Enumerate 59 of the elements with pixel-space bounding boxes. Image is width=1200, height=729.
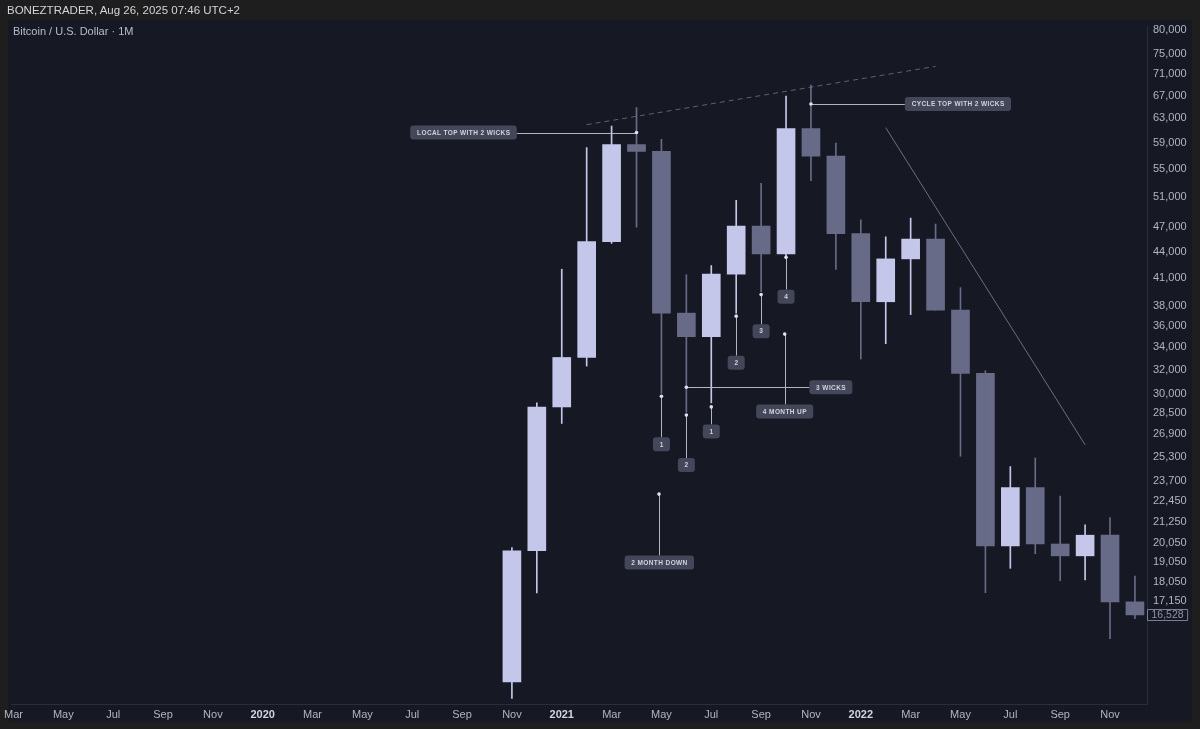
x-tick-label: May <box>351 707 374 720</box>
text: BONEZTRADER, Aug 26, 2025 07:46 UTC+2 <box>7 3 240 17</box>
y-tick-label: 28,500 <box>1153 405 1187 418</box>
y-tick-label: 21,250 <box>1153 514 1187 527</box>
x-tick-label: Mar <box>901 707 921 720</box>
y-tick-label: 23,700 <box>1153 474 1187 487</box>
y-tick-label: 34,000 <box>1153 340 1187 353</box>
candlestick <box>577 147 596 367</box>
x-tick-label: Sep <box>452 707 472 720</box>
x-tick-label: 2022 <box>848 707 874 720</box>
y-tick-label: 32,000 <box>1153 362 1187 375</box>
y-tick-label: 26,900 <box>1153 427 1187 440</box>
y-tick-label: 36,000 <box>1153 319 1187 332</box>
y-tick-label: 41,000 <box>1153 270 1187 283</box>
y-tick-label: 25,300 <box>1153 449 1187 462</box>
y-tick-label: 59,000 <box>1153 135 1187 148</box>
x-tick-label: Mar <box>4 707 24 720</box>
x-tick-label: Nov <box>502 707 523 720</box>
candlestick <box>1025 457 1045 555</box>
y-tick-label: 75,000 <box>1153 46 1187 59</box>
x-tick-label: Nov <box>801 707 822 720</box>
y-tick-label: 80,000 <box>1153 22 1187 35</box>
x-tick-label: Sep <box>751 707 771 720</box>
annotation: 16,528 <box>1151 608 1184 621</box>
y-tick-label: 30,000 <box>1153 386 1187 399</box>
candlestick <box>851 219 871 360</box>
y-tick-label: 63,000 <box>1153 111 1187 124</box>
x-tick-label: Nov <box>203 707 224 720</box>
y-tick-label: 47,000 <box>1153 220 1187 233</box>
y-tick-label: 71,000 <box>1153 67 1187 80</box>
x-tick-label: Mar <box>303 707 323 720</box>
y-tick-label: 22,450 <box>1153 494 1187 507</box>
y-tick-label: 51,000 <box>1153 189 1187 202</box>
x-tick-label: May <box>950 707 972 720</box>
y-tick-label: 17,150 <box>1153 594 1187 607</box>
x-tick-label: May <box>52 707 75 720</box>
x-tick-label: Nov <box>1100 707 1121 720</box>
chart-title: Bitcoin / U.S. Dollar · 1M <box>13 25 134 38</box>
y-tick-label: 20,050 <box>1153 536 1187 549</box>
x-tick-label: 2021 <box>549 707 574 720</box>
y-tick-label: 67,000 <box>1153 88 1187 101</box>
y-tick-label: 38,000 <box>1153 299 1187 312</box>
candlestick <box>701 265 721 404</box>
x-tick-label: Jul <box>106 707 121 720</box>
x-tick-label: Sep <box>153 707 173 720</box>
x-tick-label: Mar <box>602 707 622 720</box>
y-tick-label: 44,000 <box>1153 244 1187 257</box>
x-tick-label: Sep <box>1050 707 1070 720</box>
x-tick-label: May <box>651 707 673 720</box>
candlestick <box>726 199 746 314</box>
x-tick-label: Jul <box>1003 707 1018 720</box>
candlestick <box>552 268 572 424</box>
y-tick-label: 55,000 <box>1153 161 1187 174</box>
x-tick-label: Jul <box>405 707 420 720</box>
x-tick-label: Jul <box>704 707 719 720</box>
x-tick-label: 2020 <box>250 707 275 720</box>
y-tick-label: 19,050 <box>1153 555 1187 568</box>
y-tick-label: 18,050 <box>1153 575 1187 588</box>
candlestick <box>876 236 896 345</box>
